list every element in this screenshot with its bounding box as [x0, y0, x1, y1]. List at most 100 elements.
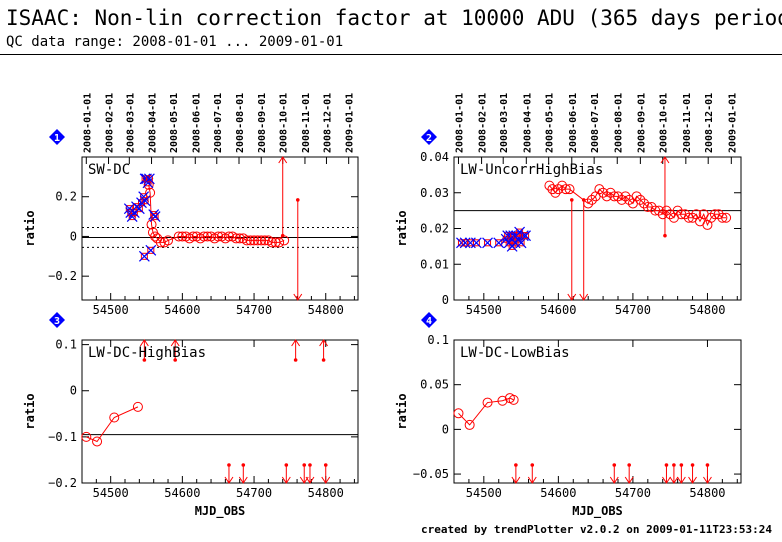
plot-frame	[81, 339, 359, 484]
y-axis-label: ratio	[23, 393, 37, 429]
out-of-range-point	[530, 463, 535, 467]
data-point	[198, 231, 209, 242]
panel-number: 2	[426, 133, 432, 144]
date-tick-label: 2008-08-01	[613, 93, 624, 153]
data-point	[256, 235, 267, 246]
out-of-range-arrow	[278, 156, 288, 164]
x-tick-label: 54600	[164, 303, 200, 317]
qc-point	[470, 237, 482, 249]
x-tick-label: 54500	[466, 303, 502, 317]
data-point	[231, 233, 242, 244]
panel-label: LW-UncorrHighBias	[460, 162, 603, 178]
qc-point	[139, 195, 151, 207]
x-tick-label: 54500	[93, 303, 129, 317]
qc-point-box	[151, 213, 159, 221]
out-of-range-arrow	[527, 476, 537, 484]
out-of-range-point	[308, 463, 312, 467]
qc-point	[515, 237, 527, 249]
date-tick-label: 2008-10-01	[279, 93, 290, 153]
out-of-range-arrow	[676, 476, 686, 484]
date-tick-label: 2008-09-01	[636, 93, 647, 153]
data-point	[259, 235, 270, 246]
qc-point	[143, 173, 155, 185]
data-point	[661, 205, 672, 216]
out-of-range-point	[173, 358, 177, 362]
out-of-range-arrow	[662, 476, 671, 484]
out-of-range-point	[293, 358, 298, 362]
data-point	[234, 233, 245, 244]
data-point	[145, 187, 156, 198]
data-point	[81, 431, 92, 442]
y-tick-label: 0.2	[55, 190, 77, 204]
x-tick-label: 54500	[466, 486, 502, 500]
out-of-range-arrow	[238, 476, 248, 484]
qc-point	[138, 191, 150, 203]
out-of-range-arrow	[224, 476, 234, 484]
out-of-range-arrow	[688, 476, 697, 484]
out-of-range-arrow	[293, 293, 303, 301]
series-line	[549, 184, 727, 227]
y-tick-label: −0.2	[48, 269, 77, 283]
qc-point-box	[461, 239, 469, 247]
x-tick-label: 54600	[164, 486, 200, 500]
y-tick-label: 0.1	[55, 338, 77, 352]
y-tick-label: −0.05	[413, 467, 449, 481]
date-tick-label: 2008-03-01	[125, 93, 136, 153]
plot-frame	[453, 156, 742, 301]
data-point	[241, 235, 252, 246]
y-tick-label: 0	[442, 422, 449, 436]
y-tick-label: −0.1	[48, 430, 77, 444]
date-tick-label: 2008-04-01	[522, 93, 533, 153]
x-tick-label: 54700	[615, 486, 651, 500]
y-tick-label: −0.2	[48, 476, 77, 490]
data-point	[92, 436, 103, 447]
data-point	[163, 235, 174, 246]
y-tick-label: 0	[70, 229, 77, 243]
out-of-range-point	[241, 463, 246, 467]
qc-point-box	[145, 175, 153, 183]
date-tick-label: 2008-04-01	[148, 93, 159, 153]
date-tick-label: 2008-09-01	[257, 93, 268, 153]
data-point	[464, 419, 475, 430]
x-tick-label: 54700	[236, 486, 272, 500]
out-of-range-arrow	[579, 293, 589, 301]
y-tick-label: 0.01	[420, 257, 449, 271]
data-point	[721, 212, 732, 223]
out-of-range-point	[664, 463, 669, 467]
data-point	[560, 184, 571, 195]
date-tick-label: 2008-07-01	[213, 93, 224, 153]
out-of-range-point	[612, 463, 617, 467]
data-point	[620, 191, 631, 202]
out-of-range-arrow	[609, 476, 619, 484]
x-tick-label: 54700	[236, 303, 272, 317]
data-point	[616, 194, 627, 205]
date-tick-label: 2008-12-01	[322, 93, 333, 153]
data-point	[249, 235, 260, 246]
out-of-range-arrow	[321, 476, 331, 484]
qc-point-box	[141, 197, 149, 205]
x-tick-label: 54600	[540, 303, 576, 317]
date-tick-label: 2008-07-01	[590, 93, 601, 153]
out-of-range-point	[581, 198, 586, 202]
title-divider	[0, 54, 782, 55]
out-of-range-point	[284, 463, 289, 467]
panel-number: 1	[54, 133, 60, 144]
qc-point-box	[472, 239, 480, 247]
panel-label: SW-DC	[88, 162, 130, 178]
data-point	[717, 212, 728, 223]
x-tick-label: 54500	[93, 486, 129, 500]
x-tick-label: 54800	[308, 486, 344, 500]
data-point	[631, 191, 642, 202]
date-tick-label: 2009-01-01	[345, 93, 356, 153]
qc-point	[520, 230, 531, 242]
qc-point	[506, 240, 518, 252]
data-point	[245, 235, 256, 246]
date-tick-label: 2008-05-01	[545, 93, 556, 153]
out-of-range-arrow	[170, 339, 180, 347]
panel-number-badge	[49, 129, 65, 145]
x-tick-label: 54800	[308, 303, 344, 317]
date-tick-label: 2008-10-01	[659, 93, 670, 153]
data-point	[657, 209, 668, 220]
qc-point-box	[522, 232, 530, 240]
